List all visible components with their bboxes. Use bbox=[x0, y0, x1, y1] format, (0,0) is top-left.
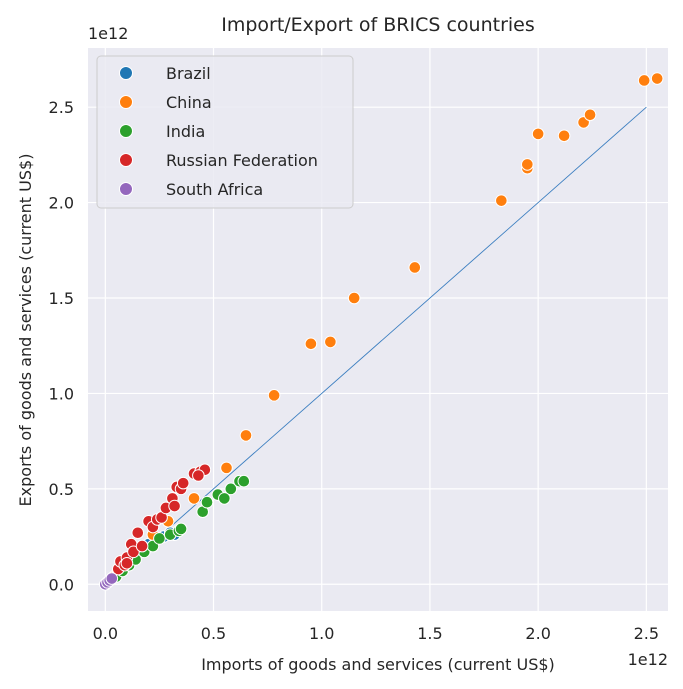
data-point-china bbox=[650, 72, 664, 85]
y-tick-label: 1.5 bbox=[49, 289, 74, 308]
x-tick-label: 2.0 bbox=[525, 624, 550, 643]
data-point-india bbox=[218, 492, 231, 505]
y-tick-label: 2.5 bbox=[49, 98, 74, 117]
data-point-china bbox=[304, 337, 318, 351]
x-tick-label: 1.5 bbox=[417, 624, 442, 643]
data-point-russian-federation bbox=[192, 469, 205, 482]
data-point-china bbox=[495, 194, 508, 207]
data-point-south-africa bbox=[105, 572, 119, 585]
x-tick-label: 0.5 bbox=[201, 624, 226, 643]
data-point-china bbox=[324, 335, 337, 349]
data-point-china bbox=[267, 389, 281, 402]
chart-title: Import/Export of BRICS countries bbox=[221, 14, 535, 36]
legend-marker-china bbox=[119, 95, 133, 109]
data-point-russian-federation bbox=[127, 545, 140, 559]
y-tick-label: 1.0 bbox=[49, 384, 74, 403]
x-offset-text: 1e12 bbox=[628, 650, 668, 669]
legend-label-india: India bbox=[166, 122, 205, 141]
legend: Brazil China India Russian Federation South … bbox=[96, 55, 354, 209]
data-point-china bbox=[521, 158, 534, 171]
legend-label-brazil: Brazil bbox=[166, 64, 211, 83]
legend-marker-south-africa bbox=[119, 182, 133, 196]
data-point-india bbox=[153, 532, 166, 545]
data-point-india bbox=[224, 482, 238, 496]
data-point-india bbox=[237, 474, 251, 488]
y-tick-label: 0.0 bbox=[49, 575, 74, 594]
x-tick-labels: 0.0 0.5 1.0 1.5 2.0 2.5 bbox=[93, 624, 659, 643]
y-tick-labels: 0.0 0.5 1.0 1.5 2.0 2.5 bbox=[49, 98, 74, 594]
legend-box bbox=[96, 55, 354, 209]
y-tick-label: 0.5 bbox=[49, 480, 74, 499]
data-point-russian-federation bbox=[135, 539, 149, 553]
x-tick-label: 0.0 bbox=[93, 624, 118, 643]
y-offset-text: 1e12 bbox=[88, 24, 128, 43]
y-tick-label: 2.0 bbox=[49, 194, 74, 213]
legend-label-china: China bbox=[166, 93, 212, 112]
legend-marker-russian-federation bbox=[119, 153, 133, 167]
x-tick-label: 2.5 bbox=[634, 624, 659, 643]
data-point-china bbox=[637, 74, 651, 87]
data-point-china bbox=[531, 127, 545, 141]
data-point-russian-federation bbox=[131, 526, 145, 540]
data-point-china bbox=[239, 429, 253, 442]
data-points bbox=[99, 72, 664, 591]
data-point-china bbox=[583, 108, 597, 122]
data-point-russian-federation bbox=[168, 499, 181, 513]
legend-label-russian-federation: Russian Federation bbox=[166, 151, 318, 170]
x-tick-label: 1.0 bbox=[309, 624, 334, 643]
legend-marker-brazil bbox=[119, 66, 133, 80]
data-point-china bbox=[220, 461, 233, 475]
x-axis-label: Imports of goods and services (current U… bbox=[201, 655, 555, 674]
data-point-russian-federation bbox=[176, 476, 190, 490]
data-point-china bbox=[408, 261, 422, 274]
reference-line bbox=[105, 106, 647, 585]
legend-label-south-africa: South Africa bbox=[166, 180, 263, 199]
data-point-china bbox=[347, 291, 361, 305]
data-point-russian-federation bbox=[120, 556, 134, 570]
data-point-china bbox=[187, 492, 201, 505]
data-point-india bbox=[200, 495, 214, 509]
data-point-india bbox=[174, 522, 188, 536]
data-point-china bbox=[557, 129, 571, 143]
reference-line-layer bbox=[105, 106, 647, 585]
legend-marker-india bbox=[119, 124, 133, 138]
y-axis-label: Exports of goods and services (current U… bbox=[16, 154, 35, 507]
